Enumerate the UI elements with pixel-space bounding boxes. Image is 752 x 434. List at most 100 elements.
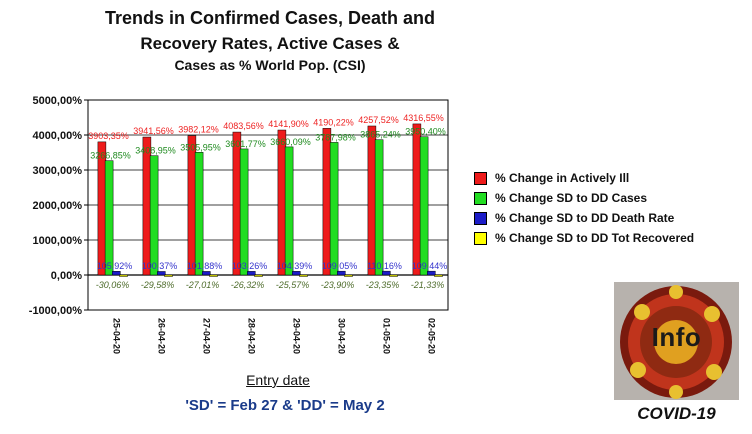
bar [419,136,429,276]
data-label: 3941,56% [133,126,174,136]
y-tick-label: 2000,00% [32,200,82,212]
x-tick-label: 26-04-20 [157,318,167,354]
x-tick-label: 01-05-20 [382,318,392,354]
legend-label-actively-ill: % Change in Actively Ill [495,171,630,185]
bar [292,271,301,276]
logo-info-text: Info [651,322,702,352]
x-tick-label: 28-04-20 [247,318,257,354]
x-tick-label: 25-04-20 [112,318,122,354]
data-label: -21,33% [411,280,445,290]
bar [277,129,287,276]
y-tick-label: -1000,00% [29,305,82,317]
data-label: 4316,55% [403,113,444,123]
bar [97,141,107,276]
bar [149,155,159,276]
data-label: 3787,98% [315,132,356,142]
chart-title-line-3: Cases as % World Pop. (CSI) [174,57,366,73]
logo-caption: COVID-19 [637,404,716,423]
x-tick-label: 30-04-20 [337,318,347,354]
chart-title-line-1: Trends in Confirmed Cases, Death and [104,8,436,28]
bar [329,142,339,276]
data-label: 109,05% [322,261,358,271]
data-label: 3266,85% [90,151,131,161]
bar [412,123,422,276]
bar [112,271,121,276]
bar [322,128,332,276]
bar [337,270,346,276]
legend-label-recovered: % Change SD to DD Tot Recovered [495,231,695,245]
data-label: 4190,22% [313,117,354,127]
data-label: 3601,77% [225,139,266,149]
data-label: 103,26% [232,261,268,271]
data-label: 104,39% [277,261,313,271]
data-label: 3505,95% [180,142,221,152]
data-label: 101,88% [187,261,223,271]
bar [284,146,294,276]
data-label: -30,06% [96,280,130,290]
legend-item-death-rate: % Change SD to DD Death Rate [474,208,694,228]
bar [104,160,114,276]
data-label: 3408,95% [135,146,176,156]
bar [194,152,204,276]
y-tick-label: 0,00% [51,270,82,282]
bar [157,271,166,276]
bar [367,125,377,276]
bar [434,274,443,277]
legend-item-recovered: % Change SD to DD Tot Recovered [474,228,694,248]
date-definition-note: 'SD' = Feb 27 & 'DD' = May 2 [185,397,385,414]
bar [202,271,211,276]
legend-label-cases: % Change SD to DD Cases [495,191,648,205]
y-tick-label: 4000,00% [32,130,82,142]
y-tick-label: 3000,00% [32,165,82,177]
bar [427,270,436,276]
bar [209,274,218,277]
data-label: 109,44% [412,261,448,271]
chart-title-line-2: Recovery Rates, Active Cases & [140,34,400,53]
data-label: -26,32% [231,280,265,290]
data-label: -23,90% [321,280,355,290]
bar [164,274,173,277]
legend-item-actively-ill: % Change in Actively Ill [474,168,694,188]
data-label: 4083,56% [223,121,264,131]
y-tick-label: 5000,00% [32,95,82,107]
bar [247,271,256,276]
chart-legend: % Change in Actively Ill % Change SD to … [474,168,694,248]
data-label: 3950,40% [405,127,446,137]
legend-swatch-recovered [474,231,487,245]
bar [254,274,263,277]
bar [344,274,353,277]
bar [232,131,242,276]
x-tick-label: 02-05-20 [427,318,437,354]
x-tick-label: 29-04-20 [292,318,302,354]
data-label: 3660,09% [270,137,311,147]
bar [142,136,152,276]
data-label: -27,01% [186,280,220,290]
data-label: 4257,52% [358,115,399,125]
legend-item-cases: % Change SD to DD Cases [474,188,694,208]
data-label: 100,37% [142,261,178,271]
legend-swatch-death-rate [474,211,487,225]
data-label: 4141,90% [268,119,309,129]
data-label: 105,92% [97,261,133,271]
bar [119,274,128,277]
data-label: -29,58% [141,280,175,290]
bar [187,135,197,276]
bar [389,274,398,277]
data-label: -25,57% [276,280,310,290]
bar [374,139,384,276]
data-label: 3865,24% [360,130,401,140]
bar [239,148,249,276]
legend-label-death-rate: % Change SD to DD Death Rate [495,211,675,225]
virus-icon [620,285,732,399]
data-label: 3982,12% [178,125,219,135]
data-label: -23,35% [366,280,400,290]
bar [382,270,391,276]
data-label: 110,16% [367,261,402,271]
covid-info-logo: Info [614,282,739,400]
data-label: 3903,35% [88,131,129,141]
x-axis-label: Entry date [246,372,310,388]
legend-swatch-cases [474,191,487,205]
legend-swatch-actively-ill [474,171,487,185]
bar [299,274,308,277]
